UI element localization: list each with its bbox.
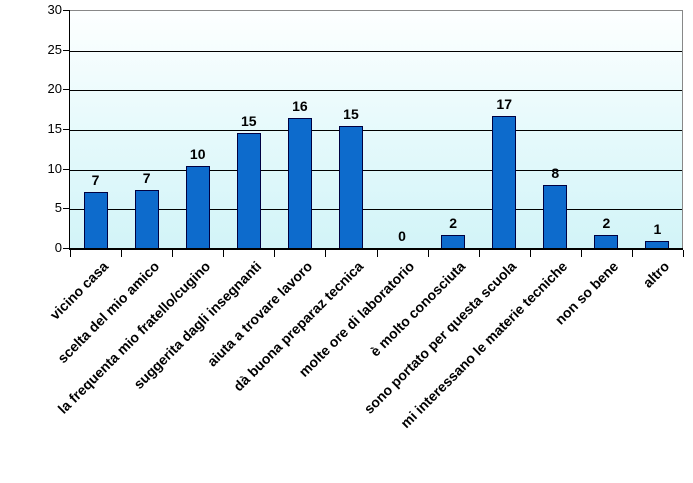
y-axis-tick (63, 248, 70, 249)
gridline (70, 90, 682, 92)
gridline (70, 50, 682, 52)
bar-value-label: 15 (343, 105, 359, 122)
x-axis-tick (427, 250, 429, 257)
y-axis-tick (63, 129, 70, 130)
plot-area (70, 10, 683, 248)
gridline (70, 169, 682, 171)
bar-value-label: 0 (398, 228, 406, 244)
x-axis-tick (580, 250, 582, 257)
bar (441, 235, 466, 248)
x-axis-tick (325, 250, 327, 257)
bar-value-label: 1 (653, 220, 662, 237)
x-axis-tick (478, 250, 480, 257)
x-axis-tick (70, 250, 71, 257)
gridline (70, 209, 682, 211)
bar (185, 166, 210, 248)
y-tick-label: 30 (47, 2, 62, 17)
x-axis-tick (121, 250, 123, 257)
bar-value-label: 7 (91, 172, 100, 189)
y-tick-label: 5 (54, 200, 62, 216)
x-axis-tick (683, 250, 684, 257)
x-axis-tick (529, 250, 531, 257)
bar-value-label: 8 (551, 164, 560, 181)
bar-value-label: 2 (602, 215, 611, 232)
y-tick-label: 25 (47, 41, 62, 57)
x-axis-tick (172, 250, 174, 257)
x-axis-tick (376, 250, 378, 257)
bar-value-label: 15 (240, 112, 257, 129)
bar (338, 125, 363, 248)
bar (594, 235, 619, 248)
bar-value-label: 17 (496, 96, 512, 113)
y-tick-label: 15 (47, 121, 62, 136)
x-axis-tick (223, 250, 225, 257)
bar (543, 184, 568, 248)
bar-value-label: 7 (142, 170, 151, 187)
y-axis-tick (63, 10, 70, 11)
y-tick-label: 20 (47, 81, 62, 97)
bar-value-label: 16 (292, 97, 308, 114)
bar (492, 116, 517, 248)
x-axis-tick (274, 250, 276, 257)
x-axis-line (69, 248, 683, 250)
bar (645, 240, 670, 248)
bar (236, 132, 261, 248)
gridline (70, 130, 682, 131)
bar-value-label: 2 (449, 215, 458, 232)
y-axis-line (69, 10, 70, 250)
y-axis-tick (63, 208, 70, 210)
bar-value-label: 10 (189, 146, 206, 163)
bar (83, 192, 108, 248)
y-tick-label: 0 (54, 240, 62, 255)
y-tick-label: 10 (47, 160, 62, 176)
y-axis-tick (63, 89, 70, 91)
y-axis-tick (63, 49, 70, 51)
bar (134, 190, 159, 248)
y-axis-tick (63, 168, 70, 170)
x-axis-tick (631, 250, 633, 257)
bar (287, 117, 312, 248)
